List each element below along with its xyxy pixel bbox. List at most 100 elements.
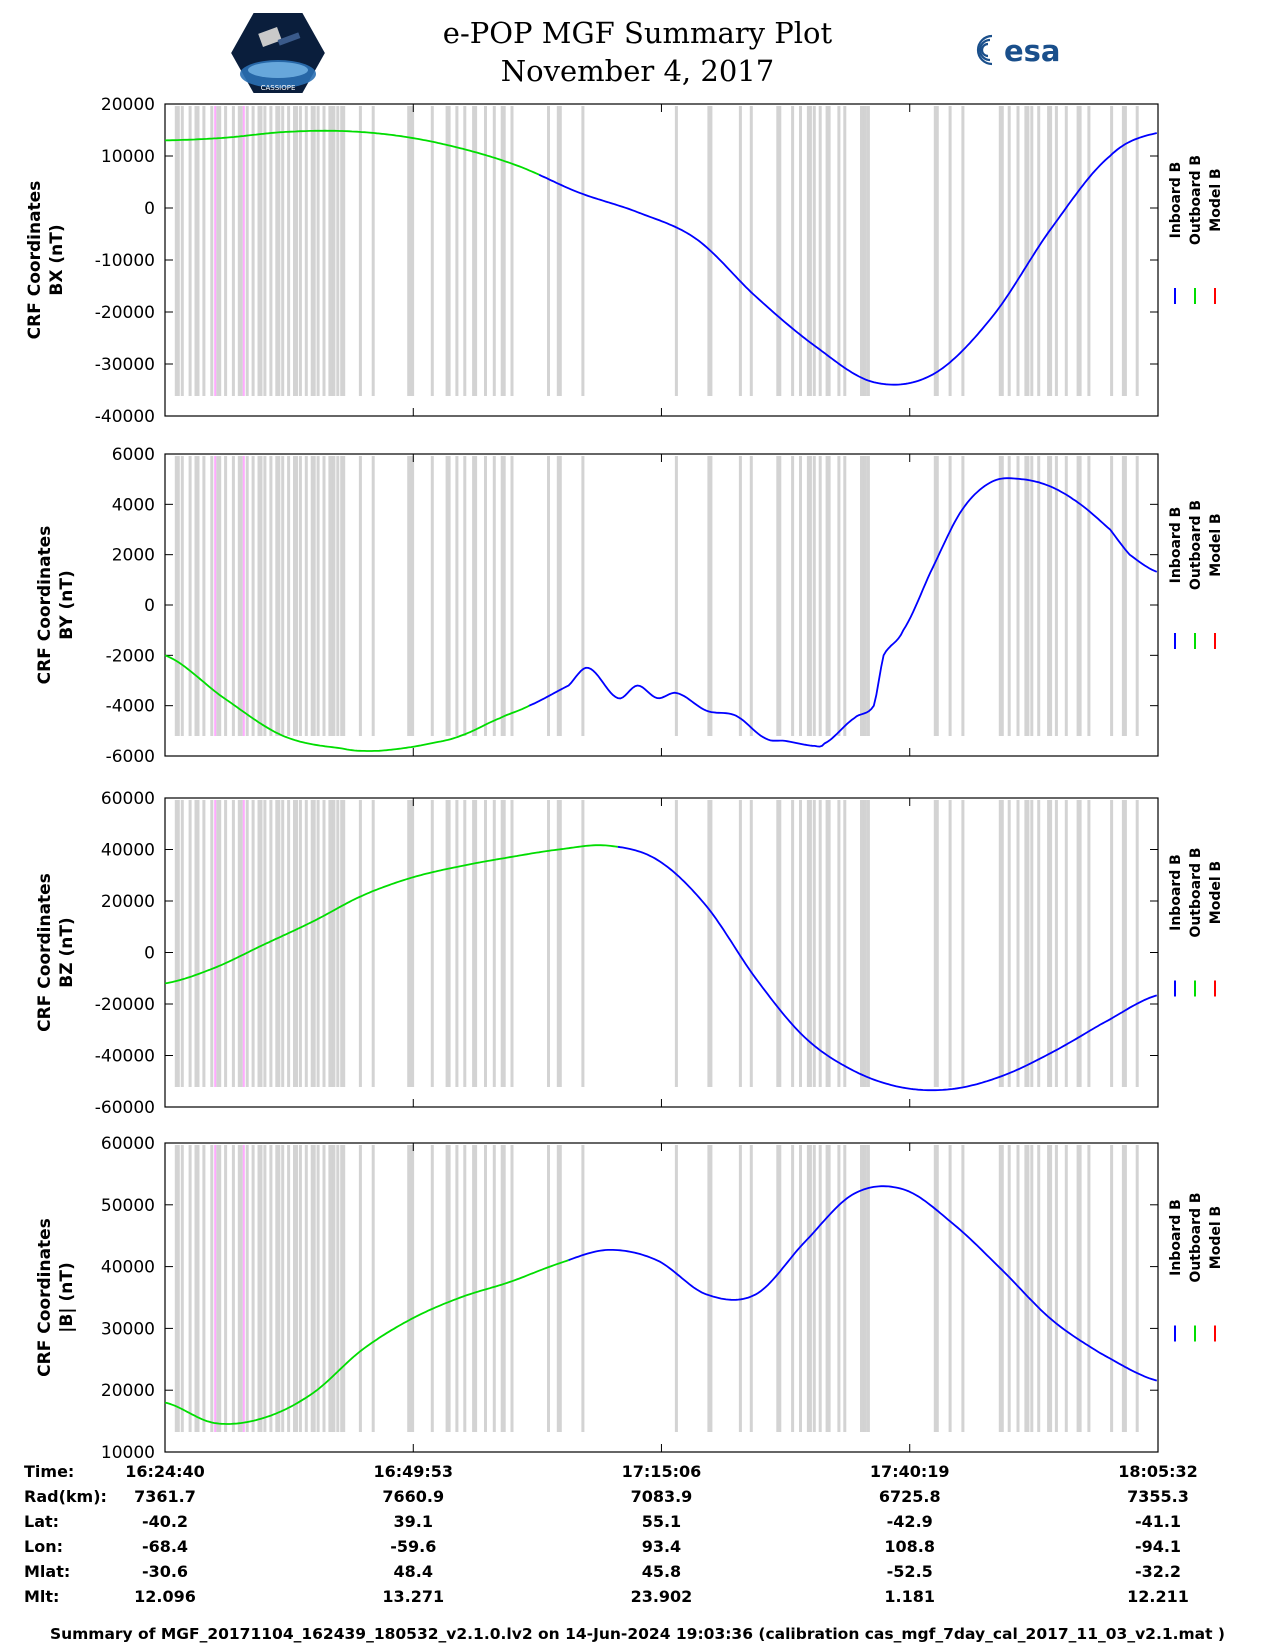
data-gap-bar — [472, 800, 478, 1087]
data-gap-bar — [371, 800, 375, 1087]
data-gap-bar — [674, 800, 678, 1087]
data-gap-bar — [224, 1145, 228, 1432]
data-gap-bar — [304, 456, 308, 736]
data-gap-bar — [310, 1145, 316, 1432]
data-gap-bar — [194, 106, 200, 396]
info-cell: -30.6 — [141, 1562, 189, 1581]
data-gap-bar — [455, 1145, 459, 1432]
legend-label: Outboard B — [1188, 500, 1204, 590]
data-gap-bar — [237, 1145, 243, 1432]
data-gap-bar — [1135, 1145, 1139, 1432]
esa-logo-text: esa — [1004, 34, 1061, 68]
data-gap-bar — [738, 800, 742, 1087]
data-gap-bar — [1064, 456, 1068, 736]
data-gap-bar — [1030, 106, 1034, 396]
data-gap-bar — [1047, 1145, 1053, 1432]
data-gap-bar — [1054, 800, 1058, 1087]
data-gap-bar — [371, 106, 375, 396]
data-gap-bar — [510, 456, 514, 736]
data-gap-bar — [216, 106, 222, 396]
data-gap-bar — [275, 1145, 281, 1432]
y-tick-label: -10000 — [95, 251, 155, 271]
data-gap-bar — [961, 1145, 965, 1432]
data-gap-bar — [1030, 456, 1034, 736]
data-gap-bar — [1024, 456, 1030, 736]
data-gap-bar — [1110, 106, 1114, 396]
data-gap-bar — [1076, 106, 1082, 396]
y-tick-label: 60000 — [101, 1134, 155, 1154]
info-cell: 12.096 — [134, 1587, 196, 1606]
info-cell: -40.2 — [141, 1512, 189, 1531]
data-gap-bar — [293, 1145, 298, 1432]
data-gap-bar — [231, 800, 235, 1087]
data-gap-bar — [863, 106, 867, 396]
data-gap-bar — [1076, 1145, 1082, 1432]
data-gap-bar — [749, 106, 753, 396]
data-gap-bar — [998, 1145, 1004, 1432]
y-axis-label: CRF Coordinates — [35, 526, 55, 685]
y-tick-label: -40000 — [95, 407, 155, 427]
data-gap-bar — [358, 456, 362, 736]
data-gap-bar — [298, 800, 302, 1087]
data-gap-bar — [863, 800, 867, 1087]
data-gap-bar — [547, 106, 550, 396]
data-gap-bar — [1024, 1145, 1030, 1432]
data-gap-bar — [1087, 1145, 1091, 1432]
data-gap-bar — [340, 106, 346, 396]
data-gap-bar — [1024, 106, 1030, 396]
data-gap-bar — [174, 106, 180, 396]
data-gap-bar — [281, 1145, 285, 1432]
data-gap-bar — [1007, 106, 1011, 396]
data-gap-bar — [1110, 800, 1114, 1087]
data-gap-bar — [224, 456, 228, 736]
data-gap-bar — [674, 106, 678, 396]
info-cell: 93.4 — [641, 1537, 682, 1556]
data-gap-bar — [194, 800, 200, 1087]
data-gap-bar — [707, 800, 713, 1087]
calibration-gap-bar — [214, 456, 217, 736]
data-gap-bar — [281, 456, 285, 736]
data-gap-bar — [707, 456, 713, 736]
data-gap-bar — [1121, 800, 1127, 1087]
data-gap-bar — [180, 1145, 184, 1432]
y-tick-label: 60000 — [101, 789, 155, 809]
data-gap-bar — [316, 800, 320, 1087]
data-gap-bar — [224, 800, 228, 1087]
data-gap-bar — [500, 800, 506, 1087]
data-gap-bar — [791, 1145, 795, 1432]
y-axis-label: CRF Coordinates — [25, 181, 45, 340]
data-gap-bar — [818, 1145, 822, 1432]
data-gap-bar — [328, 456, 334, 736]
data-gap-bar — [799, 106, 802, 396]
legend-label: Model B — [1208, 1206, 1224, 1269]
legend-label: Outboard B — [1188, 847, 1204, 937]
y-tick-label: -40000 — [95, 1047, 155, 1067]
data-gap-bar — [933, 1145, 939, 1432]
data-gap-bar — [860, 800, 865, 1087]
data-gap-bar — [245, 456, 249, 736]
data-gap-bar — [998, 106, 1004, 396]
data-gap-bar — [510, 106, 514, 396]
y-tick-label: 2000 — [112, 546, 155, 566]
info-cell: 108.8 — [884, 1537, 936, 1556]
data-gap-bar — [791, 456, 795, 736]
data-gap-bar — [749, 800, 753, 1087]
data-gap-bar — [328, 1145, 334, 1432]
y-tick-label: 6000 — [112, 445, 155, 465]
data-gap-bar — [1110, 456, 1114, 736]
data-gap-bar — [500, 1145, 506, 1432]
data-gap-bar — [293, 456, 298, 736]
outboard-b-series — [164, 1259, 569, 1425]
bx-panel: 20000 10000 0 -10000 -20000 -30000 -40000 CRF C… — [25, 95, 1224, 427]
data-gap-bar — [799, 456, 802, 736]
data-gap-bar — [961, 456, 965, 736]
data-gap-bar — [818, 456, 822, 736]
data-gap-bar — [1047, 106, 1053, 396]
data-gap-bar — [455, 800, 459, 1087]
data-gap-bar — [430, 106, 434, 396]
data-gap-bar — [1135, 106, 1139, 396]
data-gap-bar — [310, 800, 316, 1087]
by-panel: 6000 4000 2000 0 -2000 -4000 -6000 CRF Coordina… — [35, 445, 1224, 767]
data-gap-bar — [210, 1145, 214, 1432]
data-gap-bar — [463, 1145, 467, 1432]
